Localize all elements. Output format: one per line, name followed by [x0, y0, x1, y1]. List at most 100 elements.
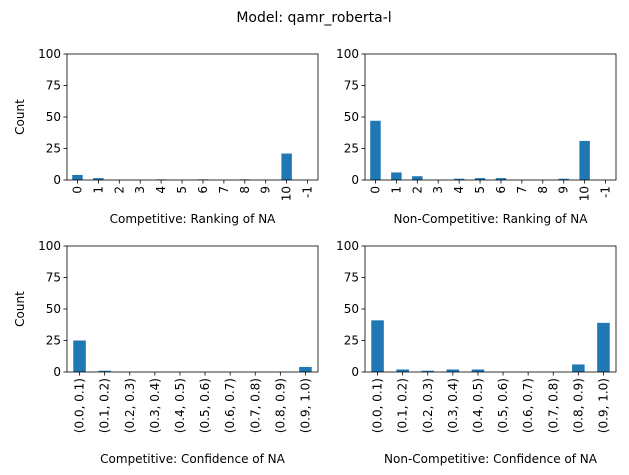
x-tick-label: -1 [301, 186, 315, 198]
x-tick-label: (0.5, 0.6) [198, 378, 212, 433]
y-axis-label: Count [13, 99, 27, 135]
bar [474, 178, 486, 180]
bar [412, 176, 423, 180]
y-tick-label: 75 [46, 79, 61, 93]
y-tick-label: 0 [53, 365, 61, 379]
y-tick-label: 50 [46, 302, 61, 316]
bar [495, 178, 507, 180]
bar [72, 174, 83, 180]
bar [421, 370, 435, 372]
x-tick-label: 5 [175, 186, 189, 194]
y-tick-label: 25 [344, 334, 359, 348]
y-tick-label: 100 [38, 239, 61, 253]
y-tick-label: 25 [46, 334, 61, 348]
x-tick-label: (0.6, 0.7) [521, 378, 535, 433]
x-tick-label: (0.8, 0.9) [571, 378, 585, 433]
x-tick-label: 7 [515, 186, 529, 194]
bar [597, 322, 610, 372]
x-tick-label: 8 [536, 186, 550, 194]
bar [572, 364, 585, 372]
y-tick-label: 100 [336, 239, 359, 253]
y-tick-label: 0 [53, 173, 61, 187]
x-tick-label: (0.9, 1.0) [298, 378, 312, 433]
x-tick-label: (0.1, 0.2) [98, 378, 112, 433]
y-tick-label: 75 [344, 79, 359, 93]
bar [579, 140, 590, 180]
x-tick-label: (0.2, 0.3) [421, 378, 435, 433]
x-axis-label: Non-Competitive: Ranking of NA [393, 212, 588, 226]
bar [558, 178, 569, 180]
x-tick-label: (0.1, 0.2) [396, 378, 410, 433]
subplot-3: 0 25 50 75 100 (0.0, 0.1) (0.1, 0.2) (0.2, 0.3)… [13, 239, 319, 466]
x-tick-label: 9 [557, 186, 571, 194]
bar [98, 370, 111, 372]
x-tick-label: 10 [578, 186, 592, 201]
x-tick-label: 0 [70, 186, 84, 194]
x-tick-label: 1 [91, 186, 105, 194]
y-tick-label: 0 [351, 365, 359, 379]
x-axis-label: Non-Competitive: Confidence of NA [384, 452, 598, 466]
x-tick-label: (0.2, 0.3) [123, 378, 137, 433]
x-tick-label: 0 [368, 186, 382, 194]
figure-title: Model: qamr_roberta-l [236, 10, 391, 26]
axes-frame [364, 53, 617, 181]
x-tick-label: (0.4, 0.5) [173, 378, 187, 433]
y-tick-label: 50 [344, 302, 359, 316]
bar [281, 153, 292, 180]
y-tick-label: 25 [344, 142, 359, 156]
x-tick-label: 8 [238, 186, 252, 194]
x-tick-label: (0.4, 0.5) [471, 378, 485, 433]
bar [370, 120, 381, 180]
x-tick-label: (0.6, 0.7) [223, 378, 237, 433]
y-tick-label: 75 [344, 271, 359, 285]
x-tick-label: 7 [217, 186, 231, 194]
y-tick-label: 100 [336, 47, 359, 61]
bar [396, 369, 409, 372]
x-tick-label: 5 [473, 186, 487, 194]
bar [371, 320, 384, 372]
x-tick-label: (0.5, 0.6) [496, 378, 510, 433]
axes-frame [66, 245, 319, 373]
bar [73, 340, 86, 372]
x-axis-label: Competitive: Confidence of NA [100, 452, 285, 466]
x-tick-label: (0.7, 0.8) [546, 378, 560, 433]
x-tick-label: (0.8, 0.9) [273, 378, 287, 433]
y-tick-label: 25 [46, 142, 61, 156]
x-tick-label: -1 [599, 186, 613, 198]
x-tick-label: (0.9, 1.0) [596, 378, 610, 433]
x-tick-label: 9 [259, 186, 273, 194]
bar [446, 369, 460, 372]
x-tick-label: 6 [494, 186, 508, 194]
bar [93, 178, 104, 180]
axes-frame [364, 245, 617, 373]
x-tick-label: 1 [389, 186, 403, 194]
x-tick-label: 2 [112, 186, 126, 194]
x-tick-label: 4 [452, 186, 466, 194]
y-tick-label: 50 [46, 110, 61, 124]
x-tick-label: (0.3, 0.4) [148, 378, 162, 433]
y-tick-label: 75 [46, 271, 61, 285]
x-tick-label: 6 [196, 186, 210, 194]
x-tick-label: (0.7, 0.8) [248, 378, 262, 433]
x-tick-label: 3 [431, 186, 445, 194]
y-axis-label: Count [13, 291, 27, 327]
bar [299, 366, 312, 372]
bar [453, 178, 465, 180]
x-tick-label: (0.3, 0.4) [446, 378, 460, 433]
y-tick-label: 100 [38, 47, 61, 61]
y-tick-label: 50 [344, 110, 359, 124]
x-tick-label: (0.0, 0.1) [371, 378, 385, 433]
y-tick-label: 0 [351, 173, 359, 187]
x-axis-label: Competitive: Ranking of NA [110, 212, 277, 226]
x-tick-label: 3 [133, 186, 147, 194]
x-tick-label: 4 [154, 186, 168, 194]
x-tick-label: 2 [410, 186, 424, 194]
bar [391, 172, 402, 180]
x-tick-label: (0.0, 0.1) [73, 378, 87, 433]
subplot-4: 0 25 50 75 100 (0.0, 0.1) (0.1, 0.2) (0.2, 0.3)… [336, 239, 617, 466]
axes-frame [66, 53, 319, 181]
x-tick-label: 10 [280, 186, 294, 201]
